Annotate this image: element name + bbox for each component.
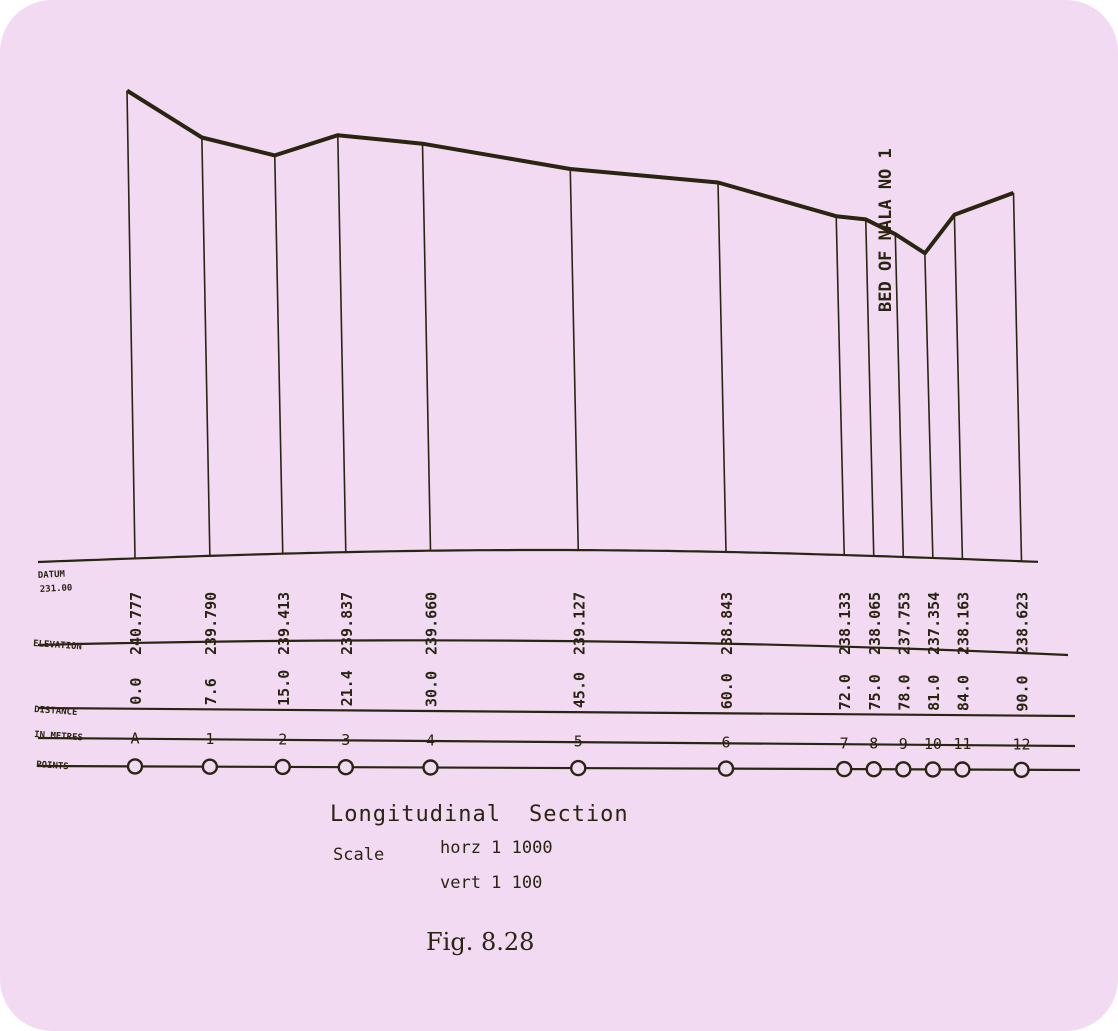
station-vertical <box>953 214 964 560</box>
row-label-datum-value: 231.00 <box>40 583 73 595</box>
caption-title: Longitudinal Section <box>330 802 629 827</box>
points-row-line <box>37 764 1081 772</box>
distance-value: 30.0 <box>423 671 441 707</box>
distance-value: 75.0 <box>866 674 884 710</box>
distance-value: 60.0 <box>718 673 736 709</box>
distance-values: 0.0 7.6 15.0 21.4 30.0 45.0 60.0 72.0 75.0 78.0 81… <box>127 670 1032 712</box>
distance-value: 7.6 <box>202 678 220 705</box>
distance-value: 21.4 <box>338 670 356 706</box>
station-label: 12 <box>1012 736 1030 754</box>
station-label: 2 <box>278 731 287 749</box>
station-label: 9 <box>899 735 908 753</box>
distance-value: 78.0 <box>895 674 913 710</box>
elevation-value: 238.133 <box>836 592 854 655</box>
distance-value: 90.0 <box>1014 675 1032 711</box>
station-circle <box>895 761 912 778</box>
scale-horizontal: horz 1 1000 <box>440 838 553 858</box>
station-label: 10 <box>924 735 942 753</box>
row-label-elevation: ELEVATION <box>33 639 82 652</box>
distance-value: 45.0 <box>570 672 588 708</box>
station-vertical <box>924 253 934 559</box>
elevation-value: 239.790 <box>202 592 220 655</box>
station-verticals <box>126 90 1023 562</box>
metres-row-line <box>37 736 1076 748</box>
station-circle <box>924 761 942 778</box>
station-vertical <box>126 90 136 559</box>
elevation-value: 239.413 <box>275 592 293 655</box>
elevation-value: 240.777 <box>127 592 145 655</box>
caption-title-word2: Section <box>528 802 629 827</box>
elevation-value: 239.127 <box>570 592 588 655</box>
row-label-distance: DISTANCE <box>34 705 78 718</box>
station-circle <box>422 759 439 776</box>
row-labels: DATUM 231.00 ELEVATION DISTANCE IN METRE… <box>33 570 83 773</box>
station-vertical <box>835 216 845 556</box>
station-circle <box>337 759 354 776</box>
station-vertical <box>864 219 875 556</box>
scale-vertical: vert 1 100 <box>440 873 543 893</box>
station-label: 7 <box>840 734 849 752</box>
row-label-in-metres: IN METRES <box>34 730 83 743</box>
row-label-points: POINTS <box>36 760 69 772</box>
distance-value: 84.0 <box>954 675 972 711</box>
station-vertical <box>201 137 211 556</box>
station-circles <box>126 758 1030 778</box>
station-vertical <box>717 182 727 552</box>
station-vertical <box>1012 192 1023 562</box>
station-circle <box>201 758 219 775</box>
station-vertical <box>336 135 347 553</box>
station-label: 1 <box>205 730 214 748</box>
elevation-value: 237.753 <box>895 592 913 655</box>
nala-annotation: BED OF NALA NO 1 <box>876 148 896 312</box>
station-label: 5 <box>574 733 583 751</box>
elevation-values: 240.777 239.790 239.413 239.837 239.660 239.1… <box>127 592 1032 655</box>
row-label-datum: DATUM <box>38 570 66 581</box>
elevation-row-line <box>37 639 1069 657</box>
elevation-value: 237.354 <box>925 592 943 655</box>
station-circle <box>865 761 882 778</box>
elevation-value: 238.065 <box>866 592 884 655</box>
station-circle <box>570 759 587 777</box>
station-circle <box>126 758 144 775</box>
elevation-value: 238.623 <box>1014 592 1032 655</box>
station-circle <box>274 758 291 776</box>
station-vertical <box>273 155 284 554</box>
distance-value: 72.0 <box>836 674 854 710</box>
station-vertical <box>569 168 580 551</box>
distance-value: 81.0 <box>925 675 943 711</box>
elevation-value: 239.660 <box>423 592 441 655</box>
station-label: 8 <box>869 735 878 753</box>
scale-label: Scale <box>333 845 385 865</box>
station-label: 11 <box>953 735 971 753</box>
station-labels: A 1 2 3 4 5 6 7 8 9 10 11 12 <box>130 730 1030 754</box>
elevation-value: 238.843 <box>718 592 736 655</box>
station-label: 6 <box>721 734 730 752</box>
elevation-value: 238.163 <box>954 592 972 655</box>
ground-profile-line <box>125 88 1015 256</box>
station-vertical <box>894 234 905 557</box>
station-circle <box>836 760 853 778</box>
caption-title-word1: Longitudinal <box>330 802 501 827</box>
distance-value: 0.0 <box>127 678 145 705</box>
station-label: A <box>130 730 139 748</box>
elevation-value: 239.837 <box>338 592 356 655</box>
station-circle <box>954 761 971 778</box>
station-circle <box>1013 761 1030 778</box>
figure-number: Fig. 8.28 <box>426 928 535 956</box>
ground-profile <box>125 88 1015 256</box>
station-label: 4 <box>426 732 435 750</box>
distance-value: 15.0 <box>275 670 293 706</box>
datum-line <box>37 548 1039 564</box>
station-vertical <box>421 143 432 551</box>
station-circle <box>717 760 735 777</box>
distance-row-line <box>37 706 1076 718</box>
station-label: 3 <box>341 731 350 749</box>
